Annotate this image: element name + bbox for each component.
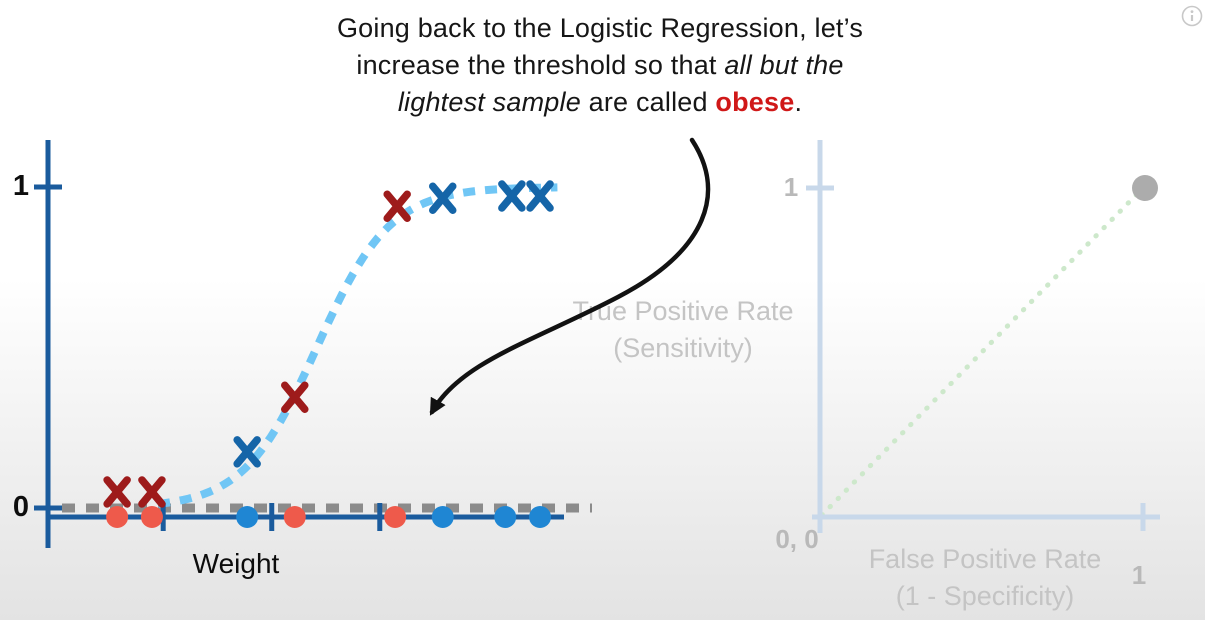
- info-icon-glyph: [1181, 5, 1203, 27]
- prediction-x-marker: [498, 180, 526, 212]
- caption-text: all but the: [724, 50, 844, 80]
- sample-dot: [283, 506, 306, 528]
- caption-line-2: increase the threshold so that all but t…: [238, 47, 962, 84]
- sample-dot: [384, 506, 407, 528]
- logistic-y-tick-label-0: 0: [12, 491, 30, 523]
- sample-dot: [140, 506, 163, 528]
- roc-x-tick-label-1: 1: [1131, 560, 1147, 590]
- logistic-y-tick-label-1: 1: [12, 170, 30, 202]
- annotation-arrow: [429, 137, 711, 416]
- roc-y-tick-label-1: 1: [783, 172, 799, 202]
- prediction-x-marker: [383, 190, 411, 223]
- roc-point: [1132, 175, 1158, 201]
- caption-text: Going back to the Logistic Regression, l…: [336, 13, 864, 43]
- prediction-x-marker: [138, 476, 166, 508]
- sample-dot: [106, 506, 129, 528]
- prediction-x-marker: [526, 180, 554, 212]
- prediction-x-marker: [429, 182, 457, 214]
- logistic-x-axis-label: Weight: [192, 548, 280, 579]
- caption: Going back to the Logistic Regression, l…: [238, 10, 962, 121]
- caption-text: obese: [715, 87, 795, 117]
- caption-text: increase the threshold so that: [356, 50, 725, 80]
- caption-text: are called: [580, 87, 716, 117]
- caption-text: lightest sample: [397, 87, 581, 117]
- sample-dot: [431, 506, 454, 528]
- prediction-x-marker: [281, 381, 309, 414]
- sample-dot: [529, 506, 552, 528]
- prediction-x-marker: [233, 436, 261, 468]
- sample-dot: [236, 506, 259, 528]
- roc-diagonal: [819, 187, 1144, 518]
- sigmoid-curve: [157, 183, 558, 508]
- info-icon[interactable]: [1179, 3, 1205, 29]
- sample-dot: [494, 506, 517, 528]
- roc-origin-label: 0, 0: [775, 524, 819, 554]
- roc-x-axis-label: False Positive Rate: [868, 544, 1102, 574]
- prediction-x-marker: [103, 476, 131, 508]
- caption-line-1: Going back to the Logistic Regression, l…: [238, 10, 962, 47]
- roc-y-axis-sublabel: (Sensitivity): [613, 333, 753, 363]
- caption-line-3: lightest sample are called obese.: [238, 84, 962, 121]
- caption-text: .: [794, 87, 803, 117]
- roc-x-axis-sublabel: (1 - Specificity): [895, 581, 1075, 611]
